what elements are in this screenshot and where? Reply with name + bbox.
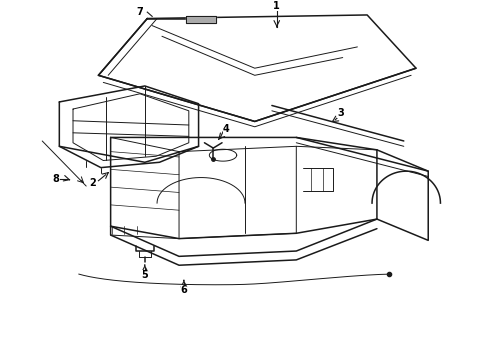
- Text: 8: 8: [52, 174, 59, 184]
- Text: 6: 6: [180, 285, 187, 295]
- Text: 2: 2: [89, 178, 96, 188]
- Text: 5: 5: [142, 270, 148, 280]
- Text: 4: 4: [223, 124, 230, 134]
- Text: 3: 3: [337, 108, 343, 118]
- Polygon shape: [186, 16, 216, 23]
- Text: 1: 1: [273, 1, 280, 11]
- Text: 7: 7: [137, 7, 143, 17]
